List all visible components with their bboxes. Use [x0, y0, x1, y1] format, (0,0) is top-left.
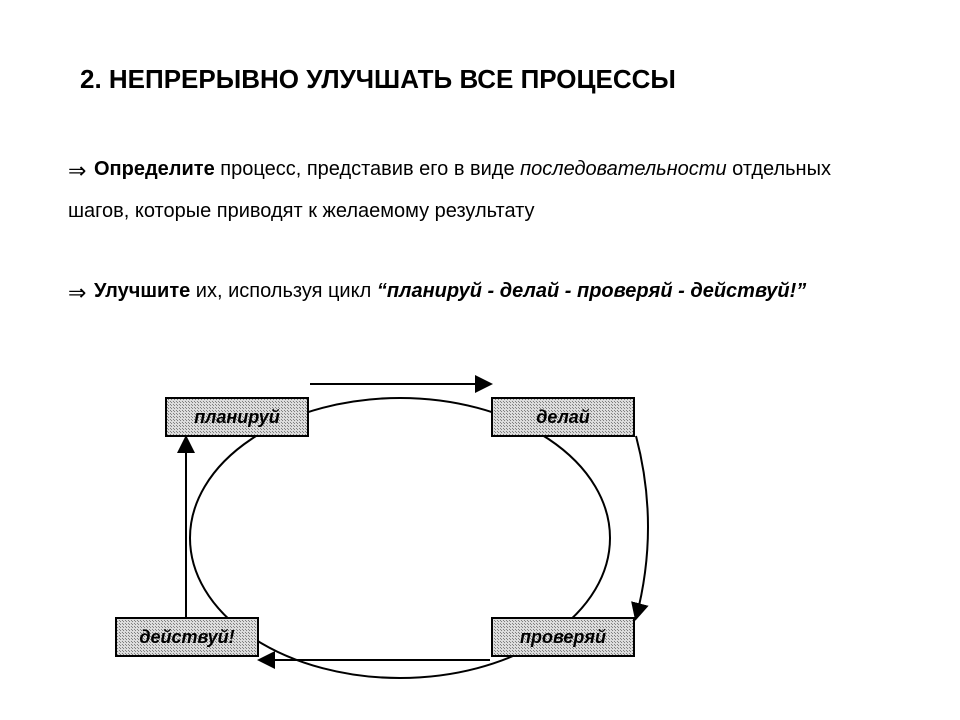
node-plan: планируй — [166, 398, 308, 436]
node-label-plan: планируй — [194, 407, 280, 428]
node-label-act: действуй! — [139, 627, 234, 648]
cycle-diagram — [0, 0, 960, 720]
node-label-check: проверяй — [520, 627, 606, 648]
node-act: действуй! — [116, 618, 258, 656]
node-check: проверяй — [492, 618, 634, 656]
node-label-do: делай — [536, 407, 590, 428]
slide-page: 2. НЕПРЕРЫВНО УЛУЧШАТЬ ВСЕ ПРОЦЕССЫ ⇒Опр… — [0, 0, 960, 720]
node-do: делай — [492, 398, 634, 436]
edge-do-check — [636, 436, 648, 618]
